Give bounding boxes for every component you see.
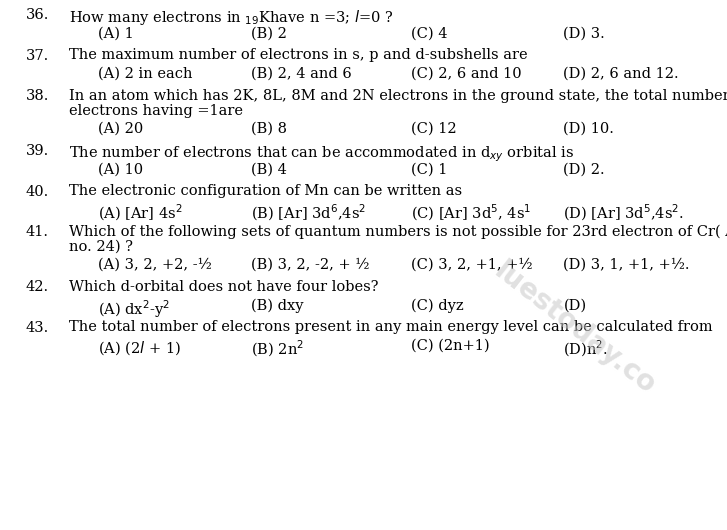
- Text: luestoday.co: luestoday.co: [489, 257, 660, 400]
- Text: 42.: 42.: [25, 280, 49, 294]
- Text: The maximum number of electrons in s, p and d-subshells are: The maximum number of electrons in s, p …: [69, 49, 528, 63]
- Text: (B) 3, 2, -2, + ½: (B) 3, 2, -2, + ½: [251, 258, 369, 272]
- Text: (B) [Ar] 3d$^6$,4s$^2$: (B) [Ar] 3d$^6$,4s$^2$: [251, 203, 366, 223]
- Text: In an atom which has 2K, 8L, 8M and 2N electrons in the ground state, the total : In an atom which has 2K, 8L, 8M and 2N e…: [69, 89, 727, 103]
- Text: electrons having =1are: electrons having =1are: [69, 103, 243, 118]
- Text: (D): (D): [563, 298, 587, 313]
- Text: (B) 8: (B) 8: [251, 122, 287, 136]
- Text: Which d-orbital does not have four lobes?: Which d-orbital does not have four lobes…: [69, 280, 379, 294]
- Text: 43.: 43.: [25, 321, 49, 334]
- Text: (C) dyz: (C) dyz: [411, 298, 463, 313]
- Text: (C) 12: (C) 12: [411, 122, 457, 136]
- Text: (B) dxy: (B) dxy: [251, 298, 303, 313]
- Text: (C) 3, 2, +1, +½: (C) 3, 2, +1, +½: [411, 258, 532, 272]
- Text: (A) (2$l$ + 1): (A) (2$l$ + 1): [98, 339, 181, 357]
- Text: 37.: 37.: [25, 49, 49, 63]
- Text: The total number of electrons present in any main energy level can be calculated: The total number of electrons present in…: [69, 321, 712, 334]
- Text: (C) (2n+1): (C) (2n+1): [411, 339, 489, 353]
- Text: (D) 3, 1, +1, +½.: (D) 3, 1, +1, +½.: [563, 258, 690, 272]
- Text: (D) 2, 6 and 12.: (D) 2, 6 and 12.: [563, 67, 679, 81]
- Text: (D)n$^2$.: (D)n$^2$.: [563, 339, 608, 359]
- Text: (C) 1: (C) 1: [411, 163, 447, 176]
- Text: 36.: 36.: [25, 8, 49, 22]
- Text: 39.: 39.: [25, 144, 49, 158]
- Text: (D) 2.: (D) 2.: [563, 163, 605, 176]
- Text: (C) 4: (C) 4: [411, 26, 447, 40]
- Text: (C) [Ar] 3d$^5$, 4s$^1$: (C) [Ar] 3d$^5$, 4s$^1$: [411, 203, 531, 223]
- Text: 40.: 40.: [25, 184, 49, 199]
- Text: (A) 3, 2, +2, -½: (A) 3, 2, +2, -½: [98, 258, 212, 272]
- Text: no. 24) ?: no. 24) ?: [69, 240, 133, 253]
- Text: (A) 1: (A) 1: [98, 26, 134, 40]
- Text: The electronic configuration of Mn can be written as: The electronic configuration of Mn can b…: [69, 184, 462, 199]
- Text: 41.: 41.: [25, 225, 49, 239]
- Text: How many electrons in $_{19}$Khave n =3; $l$=0 ?: How many electrons in $_{19}$Khave n =3;…: [69, 8, 393, 27]
- Text: (A) 10: (A) 10: [98, 163, 143, 176]
- Text: (B) 4: (B) 4: [251, 163, 286, 176]
- Text: (D) 3.: (D) 3.: [563, 26, 605, 40]
- Text: (A) dx$^2$-y$^2$: (A) dx$^2$-y$^2$: [98, 298, 170, 320]
- Text: (D) 10.: (D) 10.: [563, 122, 614, 136]
- Text: (C) 2, 6 and 10: (C) 2, 6 and 10: [411, 67, 521, 81]
- Text: (B) 2, 4 and 6: (B) 2, 4 and 6: [251, 67, 352, 81]
- Text: Which of the following sets of quantum numbers is not possible for 23rd electron: Which of the following sets of quantum n…: [69, 225, 727, 240]
- Text: (D) [Ar] 3d$^5$,4s$^2$.: (D) [Ar] 3d$^5$,4s$^2$.: [563, 203, 684, 223]
- Text: (B) 2: (B) 2: [251, 26, 286, 40]
- Text: (A) 2 in each: (A) 2 in each: [98, 67, 193, 81]
- Text: (A) 20: (A) 20: [98, 122, 143, 136]
- Text: (A) [Ar] 4s$^2$: (A) [Ar] 4s$^2$: [98, 203, 182, 223]
- Text: The number of electrons that can be accommodated in d$_{xy}$ orbital is: The number of electrons that can be acco…: [69, 144, 574, 164]
- Text: 38.: 38.: [25, 89, 49, 103]
- Text: (B) 2n$^2$: (B) 2n$^2$: [251, 339, 304, 359]
